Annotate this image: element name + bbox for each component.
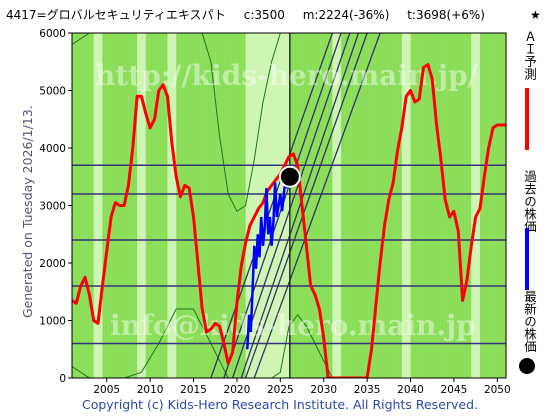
trend-line-4 <box>244 33 368 378</box>
x-tick-label: 2020 <box>224 384 251 396</box>
light-zone-4 <box>332 33 342 378</box>
trend-line-0 <box>210 33 334 378</box>
light-zone-0 <box>93 33 103 378</box>
x-tick-label: 2040 <box>397 384 424 396</box>
legend-ai-forecast-swatch <box>525 88 529 150</box>
x-tick-label: 2025 <box>267 384 294 396</box>
copyright-footer: Copyright (c) Kids-Hero Research Institu… <box>81 397 479 412</box>
y-tick-label: 2000 <box>39 258 66 270</box>
light-zone-6 <box>471 33 480 378</box>
legend-past-price-swatch <box>525 228 529 290</box>
light-zone-1 <box>137 33 146 378</box>
y-tick-label: 6000 <box>39 28 66 40</box>
x-tick-label: 2030 <box>310 384 337 396</box>
y-tick-label: 1000 <box>39 316 66 328</box>
watermark-email: info@kids-hero.main.jp <box>110 309 476 342</box>
light-zone-5 <box>401 33 411 378</box>
x-tick-label: 2050 <box>484 384 511 396</box>
generated-caption-box: Generated on Tuesday 2026/1/13. <box>6 70 35 370</box>
stock-code-name: 4417=グロバルセキュリティエキスパト <box>6 8 226 22</box>
target-price-text: t:3698(+6%) <box>407 8 485 22</box>
generated-caption: Generated on Tuesday 2026/1/13. <box>20 105 35 318</box>
y-tick-label: 5000 <box>39 86 66 98</box>
favorite-star-icon[interactable]: ★ <box>530 8 541 22</box>
lower-band-line <box>72 308 506 378</box>
x-tick-label: 2035 <box>354 384 381 396</box>
light-zone-2 <box>167 33 177 378</box>
legend-ai-forecast-label: ＡＩ予測 <box>522 30 537 80</box>
trend-line-5 <box>253 33 381 378</box>
chart-header: 4417=グロバルセキュリティエキスパト c:3500 m:2224(-36%)… <box>6 6 499 23</box>
latest-price-marker <box>278 165 301 188</box>
y-tick-label: 4000 <box>39 143 66 155</box>
trend-line-3 <box>240 33 360 378</box>
y-tick-label: 3000 <box>39 201 66 213</box>
current-price-text: c:3500 <box>243 8 285 22</box>
upper-band-line <box>72 33 506 213</box>
past-price-line <box>246 176 291 350</box>
x-tick-label: 2005 <box>93 384 120 396</box>
x-tick-label: 2045 <box>441 384 468 396</box>
chart-legend: ＡＩ予測 過去の株価 最新の株価 <box>514 30 544 380</box>
min-price-text: m:2224(-36%) <box>302 8 390 22</box>
legend-latest-price-label: 最新の株価 <box>522 290 537 353</box>
legend-past-price-label: 過去の株価 <box>522 170 537 233</box>
legend-latest-price-marker <box>519 358 535 374</box>
x-tick-label: 2010 <box>137 384 164 396</box>
x-tick-label: 2015 <box>180 384 207 396</box>
watermark-url: http://kids-hero.main.jp/ <box>95 59 479 92</box>
ai-forecast-line <box>72 63 506 378</box>
y-tick-label: 0 <box>59 373 66 385</box>
